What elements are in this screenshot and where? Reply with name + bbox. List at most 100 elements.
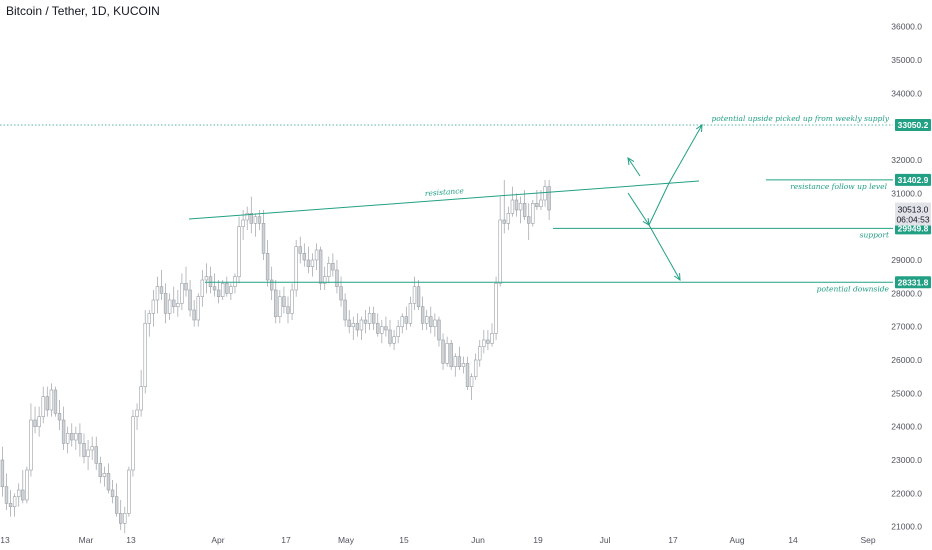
candle-body bbox=[371, 313, 376, 324]
candle-body bbox=[457, 356, 462, 367]
x-tick-label: Sep bbox=[860, 535, 875, 545]
y-tick-label: 31000.0 bbox=[891, 188, 922, 198]
candle-body bbox=[302, 253, 307, 261]
candle-body bbox=[453, 356, 457, 367]
candle-body bbox=[0, 459, 5, 487]
candle-body bbox=[212, 286, 217, 291]
candle-body bbox=[229, 286, 233, 294]
candle-body bbox=[416, 286, 421, 307]
y-tick-label: 27000.0 bbox=[891, 322, 922, 332]
candle-body bbox=[278, 296, 282, 317]
candle-body bbox=[518, 203, 523, 211]
candle-body bbox=[53, 389, 58, 414]
y-tick-label: 32000.0 bbox=[891, 155, 922, 165]
candle-body bbox=[331, 263, 335, 271]
y-tick-label: 35000.0 bbox=[891, 55, 922, 65]
candle-body bbox=[314, 249, 319, 261]
candle-body bbox=[306, 259, 311, 267]
upside-arrow-head bbox=[695, 124, 703, 133]
y-tick-label: 36000.0 bbox=[891, 22, 922, 32]
candle-body bbox=[343, 299, 347, 321]
candle-body bbox=[441, 339, 445, 364]
candle-body bbox=[408, 303, 413, 324]
x-tick-label: Jul bbox=[600, 535, 611, 545]
candle-body bbox=[363, 319, 368, 324]
candle-body bbox=[535, 203, 539, 207]
downside-arrow-head bbox=[673, 272, 681, 282]
candle-body bbox=[465, 363, 470, 387]
candle-body bbox=[351, 323, 355, 327]
candle-body bbox=[257, 216, 262, 224]
candle-body bbox=[176, 303, 180, 307]
candle-body bbox=[461, 363, 466, 367]
candle-body bbox=[506, 213, 511, 224]
y-tick-label: 21000.0 bbox=[891, 522, 922, 532]
resistance-trendline bbox=[188, 180, 700, 220]
candle-body bbox=[57, 413, 62, 421]
downside-arrow bbox=[648, 224, 681, 281]
candle-body bbox=[29, 419, 33, 471]
candle-body bbox=[65, 433, 70, 444]
candle-body bbox=[527, 216, 531, 224]
candle-body bbox=[221, 283, 225, 297]
candle-body bbox=[473, 359, 478, 377]
downside-annotation: potential downside bbox=[817, 284, 890, 293]
candle-body bbox=[196, 296, 200, 321]
level-badge-1-bg bbox=[895, 173, 931, 186]
x-tick-label: 17 bbox=[668, 535, 678, 545]
candle-body bbox=[347, 319, 351, 327]
candle-body bbox=[269, 279, 274, 291]
candle-body bbox=[355, 323, 360, 331]
x-tick-label: Apr bbox=[211, 535, 224, 545]
candle-body bbox=[429, 316, 433, 327]
upside-annotation: potential upside picked up from weekly s… bbox=[711, 114, 889, 123]
x-tick-label: 14 bbox=[788, 535, 798, 545]
candle-body bbox=[261, 223, 266, 254]
candle-body bbox=[327, 263, 331, 277]
chart-title: Bitcoin / Tether, 1D, KUCOIN bbox=[6, 4, 160, 18]
candle-body bbox=[208, 276, 213, 287]
candle-body bbox=[376, 323, 380, 334]
time-axis: 13 Mar 13 Apr 17 May 15 Jun 19 Jul 17 Aug 14 Sep bbox=[0, 535, 876, 545]
candle-body bbox=[482, 339, 486, 347]
candle-body bbox=[114, 496, 119, 514]
projection-leg-down bbox=[627, 192, 650, 226]
candle-body bbox=[318, 249, 323, 284]
candle-body bbox=[367, 313, 372, 324]
candle-body bbox=[94, 446, 98, 464]
level-badge-2: 29949.8 bbox=[898, 223, 929, 233]
small-up-arrow bbox=[627, 157, 641, 177]
x-tick-label: May bbox=[338, 535, 355, 545]
x-tick-label: Mar bbox=[79, 535, 94, 545]
candle-body bbox=[12, 496, 17, 507]
y-tick-label: 29000.0 bbox=[891, 255, 922, 265]
candle-body bbox=[86, 449, 90, 457]
candle-body bbox=[102, 473, 107, 477]
candle-body bbox=[110, 489, 115, 497]
y-tick-label: 34000.0 bbox=[891, 88, 922, 98]
y-tick-label: 23000.0 bbox=[891, 455, 922, 465]
candle-body bbox=[70, 433, 74, 441]
candle-body bbox=[17, 489, 21, 497]
x-tick-label: 19 bbox=[533, 535, 543, 545]
support-annotation: support bbox=[860, 230, 890, 239]
projection-leg-down-head bbox=[642, 217, 650, 226]
candle-body bbox=[159, 286, 164, 294]
x-tick-label: 17 bbox=[281, 535, 291, 545]
candle-body bbox=[135, 409, 139, 417]
candle-body bbox=[539, 199, 543, 207]
candle-body bbox=[61, 419, 66, 444]
candle-body bbox=[172, 299, 176, 307]
candle-body bbox=[192, 309, 196, 321]
candle-body bbox=[420, 306, 425, 324]
candle-body bbox=[25, 469, 29, 501]
candle-body bbox=[498, 219, 502, 284]
candle-body bbox=[445, 343, 449, 364]
candle-body bbox=[310, 259, 315, 267]
candle-body bbox=[323, 276, 327, 284]
candle-body bbox=[282, 296, 286, 307]
x-tick-label: Jun bbox=[471, 535, 485, 545]
candle-body bbox=[274, 289, 278, 317]
current-price: 30513.0 bbox=[898, 205, 929, 215]
